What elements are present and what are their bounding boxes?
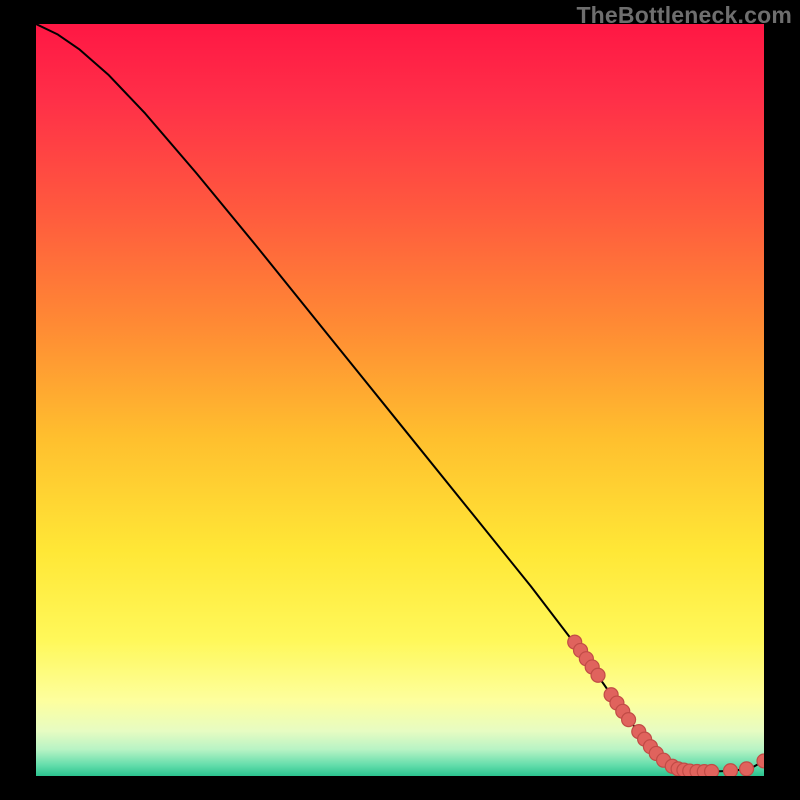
data-point-marker — [740, 762, 754, 776]
chart-stage: TheBottleneck.com — [0, 0, 800, 800]
gradient-background — [36, 24, 764, 776]
plot-area — [36, 24, 764, 776]
data-point-marker — [622, 713, 636, 727]
data-point-marker — [705, 764, 719, 776]
watermark-text: TheBottleneck.com — [576, 2, 792, 29]
data-point-marker — [591, 668, 605, 682]
data-point-marker — [724, 764, 738, 776]
plot-svg — [36, 24, 764, 776]
